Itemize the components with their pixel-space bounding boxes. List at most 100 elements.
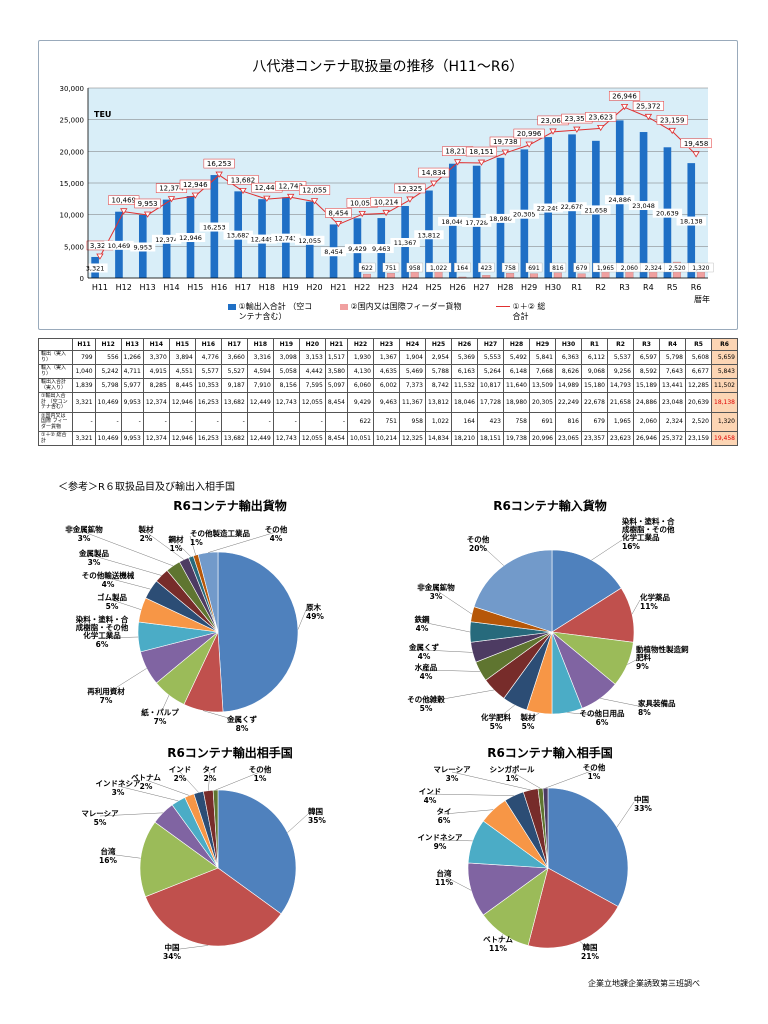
- pie-label-line: 金属くず: [408, 642, 439, 652]
- table-header-cell: R3: [633, 338, 660, 351]
- table-cell: 3,153: [298, 350, 326, 365]
- table-cell: 12,449: [246, 392, 274, 413]
- pie-label: マレーシア: [81, 809, 119, 818]
- bar-label-box: [104, 240, 134, 250]
- line-label-box: [394, 183, 426, 194]
- bar-label-box: [581, 205, 611, 215]
- pie-slice: [139, 821, 219, 898]
- pie-leader-line: [545, 769, 595, 789]
- bar-feeder-cargo: [553, 272, 562, 279]
- table-header-cell: H19: [272, 338, 300, 351]
- table-cell: 13,441: [659, 378, 686, 393]
- bar-data-label: 9,463: [372, 245, 391, 253]
- table-cell: 6,163: [451, 364, 478, 379]
- pie-import-countries: 中国33%韓国21%ベトナム11%台湾11%インドネシア9%タイ6%インド4%マ…: [418, 762, 653, 961]
- table-cell: 7,910: [246, 378, 274, 393]
- bar-feeder-cargo: [506, 273, 515, 279]
- pie-label-line: 成樹脂・その他: [76, 622, 129, 632]
- pie-label: ゴム製品: [97, 592, 127, 602]
- line-data-label: 26,946: [612, 92, 637, 100]
- table-cell: 22,678: [581, 392, 608, 413]
- pie-percent: 5%: [94, 818, 107, 827]
- table-cell: 12,285: [685, 378, 712, 393]
- pie-label: 金属くず: [408, 642, 439, 652]
- main-chart-svg: 0 5,000 10,000 15,000 20,000 25,000 30,000 H11 H…: [60, 85, 714, 292]
- pie-label-line: インド: [419, 787, 442, 796]
- feeder-data-label: 1,320: [692, 265, 709, 272]
- line-data-label: 16,253: [207, 160, 232, 168]
- table-header-row: H11 H12 H13 H14 H15 H16 H17 H18 H19 H20 H21 H22 H23 H…: [37, 338, 738, 351]
- table-header-cell: H13: [120, 338, 144, 351]
- x-tick-label: H29: [521, 283, 537, 292]
- pie-label-line: その他日用品: [580, 708, 625, 718]
- pie-label-line: その他: [265, 524, 288, 534]
- legend-item-bar1: ①輸出入合計 （空コンテナ含む）: [228, 302, 313, 322]
- main-chart: 0 5,000 10,000 15,000 20,000 25,000 30,000 H11 H…: [38, 40, 738, 330]
- pie-label-line: 水産品: [415, 662, 438, 672]
- pie-label-line: その他輸送機械: [82, 570, 135, 580]
- table-cell: 15,189: [633, 378, 660, 393]
- table-cell: 5,841: [529, 350, 556, 365]
- bar-data-label: 18,138: [680, 218, 703, 226]
- line-data-label: 12,449: [255, 184, 280, 192]
- table-cell: -: [272, 411, 300, 432]
- table-cell: 8,592: [633, 364, 660, 379]
- feeder-data-label: 164: [457, 265, 469, 272]
- table-cell: 1,965: [607, 411, 634, 432]
- pie-title-import-countries: R6コンテナ輸入相手国: [487, 746, 613, 760]
- bar-label-box: [509, 209, 540, 219]
- legend-swatch-bar1: [228, 303, 236, 310]
- feeder-label-box: [573, 262, 590, 273]
- pie-percent: 3%: [112, 788, 125, 797]
- feeder-label-box: [454, 262, 471, 273]
- x-tick-label: H20: [306, 283, 322, 292]
- line-data-label: 25,372: [636, 102, 661, 110]
- table-cell: 3,321: [72, 392, 96, 413]
- table-cell: 18,151: [477, 431, 504, 446]
- table-row: 輸入（実入り） 1,040 5,242 4,711 4,915 4,551 5,577 5,5…: [37, 364, 738, 379]
- pie-label: 韓国: [308, 806, 323, 816]
- table-cell: 5,469: [399, 364, 426, 379]
- table-cell: 5,788: [425, 364, 452, 379]
- table-cell: 14,989: [555, 378, 582, 393]
- x-tick-label: H15: [187, 283, 203, 292]
- pie-leader-line: [631, 599, 641, 615]
- pie-label: タイ: [437, 806, 452, 816]
- pie-percent: 5%: [106, 602, 119, 611]
- table-cell: 11,502: [711, 378, 738, 393]
- table-cell: 18,980: [503, 392, 530, 413]
- table-header-cell: H18: [246, 338, 274, 351]
- table-cell: 751: [373, 411, 400, 432]
- line-marker: [573, 126, 581, 133]
- line-data-label: 12,374: [159, 185, 184, 193]
- table-row: ①＋② 総合計 3,321 10,469 9,953 12,374 12,946 16,25…: [37, 431, 738, 446]
- pie-percent: 9%: [636, 662, 649, 671]
- line-data-label: 12,946: [183, 181, 208, 189]
- feeder-data-label: 2,520: [668, 265, 685, 272]
- x-tick-label: H11: [92, 283, 108, 292]
- pie-leader-line: [591, 539, 623, 561]
- legend-swatch-line: [496, 306, 510, 307]
- pie-percent: 4%: [270, 534, 283, 543]
- table-cell: 5,577: [194, 364, 222, 379]
- pie-leader-line: [429, 793, 514, 796]
- y-tick-label: 10,000: [60, 212, 85, 220]
- table-cell: 4,442: [298, 364, 326, 379]
- line-data-label: 18,210: [445, 148, 470, 156]
- table-cell: 12,449: [246, 431, 274, 446]
- pie-label: 水産品: [415, 662, 438, 672]
- pie-export-countries: 韓国35%中国34%台湾16%マレーシア5%インドネシア3%ベトナム2%インド2…: [81, 764, 326, 961]
- bar-data-label: 22,678: [561, 203, 584, 211]
- x-tick-label: R5: [667, 283, 678, 292]
- table-cell: 3,098: [272, 350, 300, 365]
- table-cell: 9,953: [120, 392, 144, 413]
- table-cell: 2,520: [685, 411, 712, 432]
- line-data-label: 3,321: [90, 242, 110, 250]
- table-cell: 13,812: [425, 392, 452, 413]
- bar-label-box: [175, 233, 206, 243]
- y-tick-label: 25,000: [60, 117, 85, 125]
- x-tick-label: R1: [572, 283, 583, 292]
- table-cell: 12,374: [142, 392, 170, 413]
- bar-data-label: 20,639: [656, 210, 679, 218]
